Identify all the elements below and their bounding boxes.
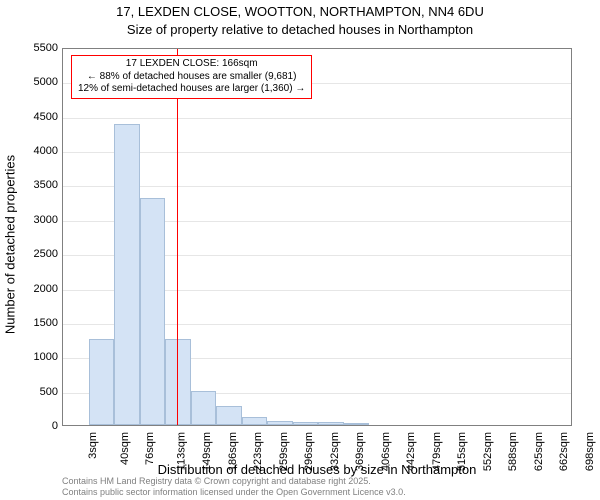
x-tick-label: 223sqm	[252, 432, 264, 471]
x-tick-label: 113sqm	[175, 432, 187, 470]
y-tick-label: 4500	[18, 111, 58, 123]
x-tick-label: 442sqm	[405, 432, 417, 471]
histogram-bar	[293, 422, 319, 425]
histogram-bar	[267, 421, 293, 425]
y-tick-label: 1000	[18, 351, 58, 363]
x-tick-label: 259sqm	[278, 432, 290, 471]
x-tick-label: 332sqm	[329, 432, 341, 471]
x-tick-label: 40sqm	[119, 432, 131, 465]
x-tick-label: 3sqm	[87, 432, 99, 459]
attribution-line-1: Contains HM Land Registry data © Crown c…	[62, 476, 406, 487]
x-tick-label: 479sqm	[431, 432, 443, 471]
y-tick-label: 1500	[18, 317, 58, 329]
y-tick-label: 2000	[18, 283, 58, 295]
x-tick-label: 76sqm	[144, 432, 156, 465]
x-tick-label: 515sqm	[456, 432, 468, 471]
histogram-bar	[242, 417, 268, 425]
chart-container: 17, LEXDEN CLOSE, WOOTTON, NORTHAMPTON, …	[0, 0, 600, 500]
plot-area: 17 LEXDEN CLOSE: 166sqm← 88% of detached…	[62, 48, 572, 426]
attribution-text: Contains HM Land Registry data © Crown c…	[62, 476, 406, 498]
histogram-bar	[318, 422, 344, 425]
x-tick-label: 588sqm	[507, 432, 519, 471]
chart-title-main: 17, LEXDEN CLOSE, WOOTTON, NORTHAMPTON, …	[0, 4, 600, 19]
annotation-marker-label: 17 LEXDEN CLOSE: 166sqm	[78, 58, 305, 71]
histogram-bar	[89, 339, 115, 425]
x-tick-label: 698sqm	[584, 432, 596, 471]
x-tick-label: 149sqm	[201, 432, 213, 471]
y-tick-label: 3000	[18, 214, 58, 226]
y-tick-label: 0	[18, 420, 58, 432]
x-tick-label: 662sqm	[558, 432, 570, 471]
x-tick-label: 296sqm	[303, 432, 315, 471]
y-tick-label: 500	[18, 386, 58, 398]
histogram-bar	[344, 423, 370, 425]
gridline	[63, 118, 571, 119]
annotation-line-1: ← 88% of detached houses are smaller (9,…	[78, 71, 305, 84]
y-axis-label: Number of detached properties	[3, 155, 18, 334]
histogram-bar	[140, 198, 166, 425]
x-tick-label: 186sqm	[227, 432, 239, 471]
chart-title-sub: Size of property relative to detached ho…	[0, 22, 600, 37]
x-tick-label: 406sqm	[380, 432, 392, 471]
x-tick-label: 369sqm	[354, 432, 366, 471]
y-tick-label: 2500	[18, 248, 58, 260]
y-tick-label: 3500	[18, 179, 58, 191]
marker-line	[177, 49, 178, 425]
x-tick-label: 625sqm	[533, 432, 545, 471]
x-tick-label: 552sqm	[482, 432, 494, 471]
histogram-bar	[216, 406, 242, 425]
y-tick-label: 5500	[18, 42, 58, 54]
annotation-box: 17 LEXDEN CLOSE: 166sqm← 88% of detached…	[71, 55, 312, 99]
y-tick-label: 4000	[18, 145, 58, 157]
y-tick-label: 5000	[18, 76, 58, 88]
x-axis-label: Distribution of detached houses by size …	[62, 462, 572, 477]
attribution-line-2: Contains public sector information licen…	[62, 487, 406, 498]
histogram-bar	[114, 124, 140, 425]
histogram-bar	[191, 391, 217, 425]
annotation-line-2: 12% of semi-detached houses are larger (…	[78, 83, 305, 96]
